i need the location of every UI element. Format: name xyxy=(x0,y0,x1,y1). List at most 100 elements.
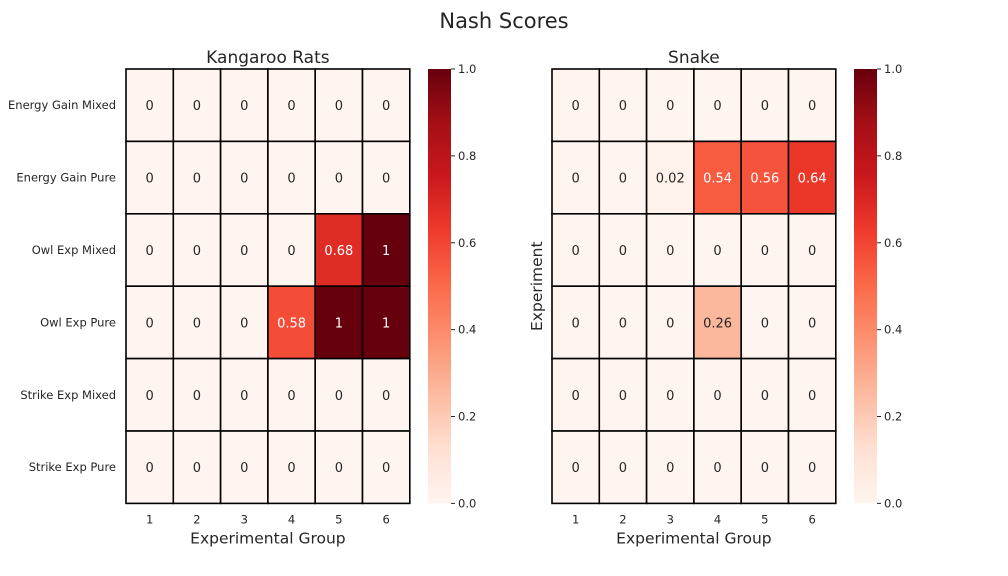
cell-value-label: 0 xyxy=(335,99,343,114)
heatmap-cell xyxy=(314,213,364,288)
cell-value-label: 0 xyxy=(193,172,201,187)
y-tick-label: Strike Exp Mixed xyxy=(20,388,116,402)
cell-value-label: 0 xyxy=(335,172,343,187)
heatmap-cell xyxy=(125,430,175,505)
colorbar xyxy=(854,69,877,504)
cell-value-label: 0 xyxy=(666,244,674,259)
cell-value-label: 0 xyxy=(572,461,580,476)
cell-value-label: 0 xyxy=(193,244,201,259)
cell-value-label: 0 xyxy=(761,389,769,404)
heatmap-cell xyxy=(267,357,316,432)
heatmap-cell xyxy=(314,285,364,360)
cell-value-label: 0 xyxy=(666,316,674,331)
cell-value-label: 0 xyxy=(240,172,248,187)
heatmap-cell xyxy=(267,285,316,360)
heatmap-panel: Kangaroo Rats 0 0 0 0 0 0 0 0 0 0 0 0 0 0 0 0 0.68 1 0 0 0 0.5… xyxy=(8,48,476,547)
cell-value-label: 0 xyxy=(713,389,721,404)
colorbar-tick-label: 0.0 xyxy=(884,496,902,510)
y-tick-label: Energy Gain Mixed xyxy=(8,98,116,112)
cell-value-label: 0 xyxy=(761,461,769,476)
cell-value-label: 0 xyxy=(761,99,769,114)
cell-value-label: 0 xyxy=(666,461,674,476)
x-tick-label: 3 xyxy=(667,512,674,526)
cell-value-label: 0 xyxy=(619,316,627,331)
y-tick-label: Strike Exp Pure xyxy=(29,460,116,474)
cell-value-label: 0 xyxy=(808,244,816,259)
heatmap-cell xyxy=(598,357,648,432)
cell-value-label: 0 xyxy=(146,461,154,476)
cell-value-label: 0.26 xyxy=(703,316,732,331)
cell-value-label: 0 xyxy=(193,99,201,114)
heatmap-cell xyxy=(551,140,601,215)
cell-value-label: 0 xyxy=(287,244,295,259)
colorbar-tick-label: 0.6 xyxy=(884,236,902,250)
heatmap-cell xyxy=(787,213,837,288)
cell-value-label: 0.64 xyxy=(798,172,827,187)
cell-value-label: 1 xyxy=(382,316,390,331)
cell-value-label: 0 xyxy=(287,172,295,187)
heatmap-cell xyxy=(361,68,411,143)
x-axis-label: Experimental Group xyxy=(616,529,771,547)
cell-value-label: 0 xyxy=(287,389,295,404)
cell-value-label: 0 xyxy=(808,316,816,331)
cell-value-label: 0 xyxy=(713,99,721,114)
cell-value-label: 0 xyxy=(619,389,627,404)
heatmap-cell xyxy=(361,213,411,288)
y-tick-label: Owl Exp Mixed xyxy=(32,243,116,257)
x-tick-label: 2 xyxy=(193,512,200,526)
cell-value-label: 0 xyxy=(761,316,769,331)
cell-value-label: 0 xyxy=(572,244,580,259)
cell-value-label: 0 xyxy=(240,99,248,114)
cell-value-label: 0 xyxy=(193,461,201,476)
cell-value-label: 0 xyxy=(382,389,390,404)
x-axis-label: Experimental Group xyxy=(190,529,345,547)
x-tick-label: 4 xyxy=(288,512,295,526)
x-tick-label: 2 xyxy=(619,512,626,526)
cell-value-label: 0 xyxy=(713,244,721,259)
y-tick-label: Owl Exp Pure xyxy=(40,315,116,329)
heatmap-cell xyxy=(172,285,222,360)
heatmap-cell xyxy=(598,68,648,143)
cell-value-label: 0 xyxy=(808,389,816,404)
cell-value-label: 1 xyxy=(382,244,390,259)
cell-value-label: 0 xyxy=(761,244,769,259)
heatmap-cell xyxy=(693,285,743,360)
cell-value-label: 0 xyxy=(572,316,580,331)
x-tick-label: 5 xyxy=(335,512,342,526)
cell-value-label: 0 xyxy=(240,389,248,404)
heatmap-cell xyxy=(551,357,601,432)
heatmap-cell xyxy=(125,285,175,360)
colorbar-tick-label: 0.2 xyxy=(458,410,476,424)
cell-value-label: 0 xyxy=(619,461,627,476)
x-tick-label: 5 xyxy=(761,512,768,526)
x-tick-label: 1 xyxy=(572,512,579,526)
heatmap-cell xyxy=(267,430,316,505)
cell-value-label: 0 xyxy=(382,172,390,187)
cell-value-label: 0 xyxy=(193,316,201,331)
heatmap-cell xyxy=(219,285,269,360)
heatmap-cell xyxy=(361,430,411,505)
cell-value-label: 0 xyxy=(287,99,295,114)
heatmap-cell xyxy=(361,285,411,360)
cell-value-label: 0 xyxy=(240,461,248,476)
y-axis-label: Experiment xyxy=(528,241,546,331)
cell-value-label: 0 xyxy=(619,172,627,187)
colorbar-tick-label: 0.2 xyxy=(884,410,902,424)
colorbar-tick-label: 1.0 xyxy=(884,62,902,76)
heatmap-cell xyxy=(172,213,222,288)
heatmap-cell xyxy=(361,140,411,215)
cell-value-label: 0.68 xyxy=(324,244,353,259)
cell-value-label: 0 xyxy=(572,99,580,114)
cell-value-label: 0.58 xyxy=(277,316,306,331)
heatmap-cell xyxy=(267,213,316,288)
heatmap-cell xyxy=(219,357,269,432)
x-tick-label: 4 xyxy=(714,512,721,526)
colorbar-tick-label: 0.6 xyxy=(458,236,476,250)
figure-title: Nash Scores xyxy=(439,9,568,33)
colorbar xyxy=(428,69,451,504)
cell-value-label: 0 xyxy=(619,99,627,114)
heatmap-cell xyxy=(787,430,837,505)
cell-value-label: 0 xyxy=(146,389,154,404)
